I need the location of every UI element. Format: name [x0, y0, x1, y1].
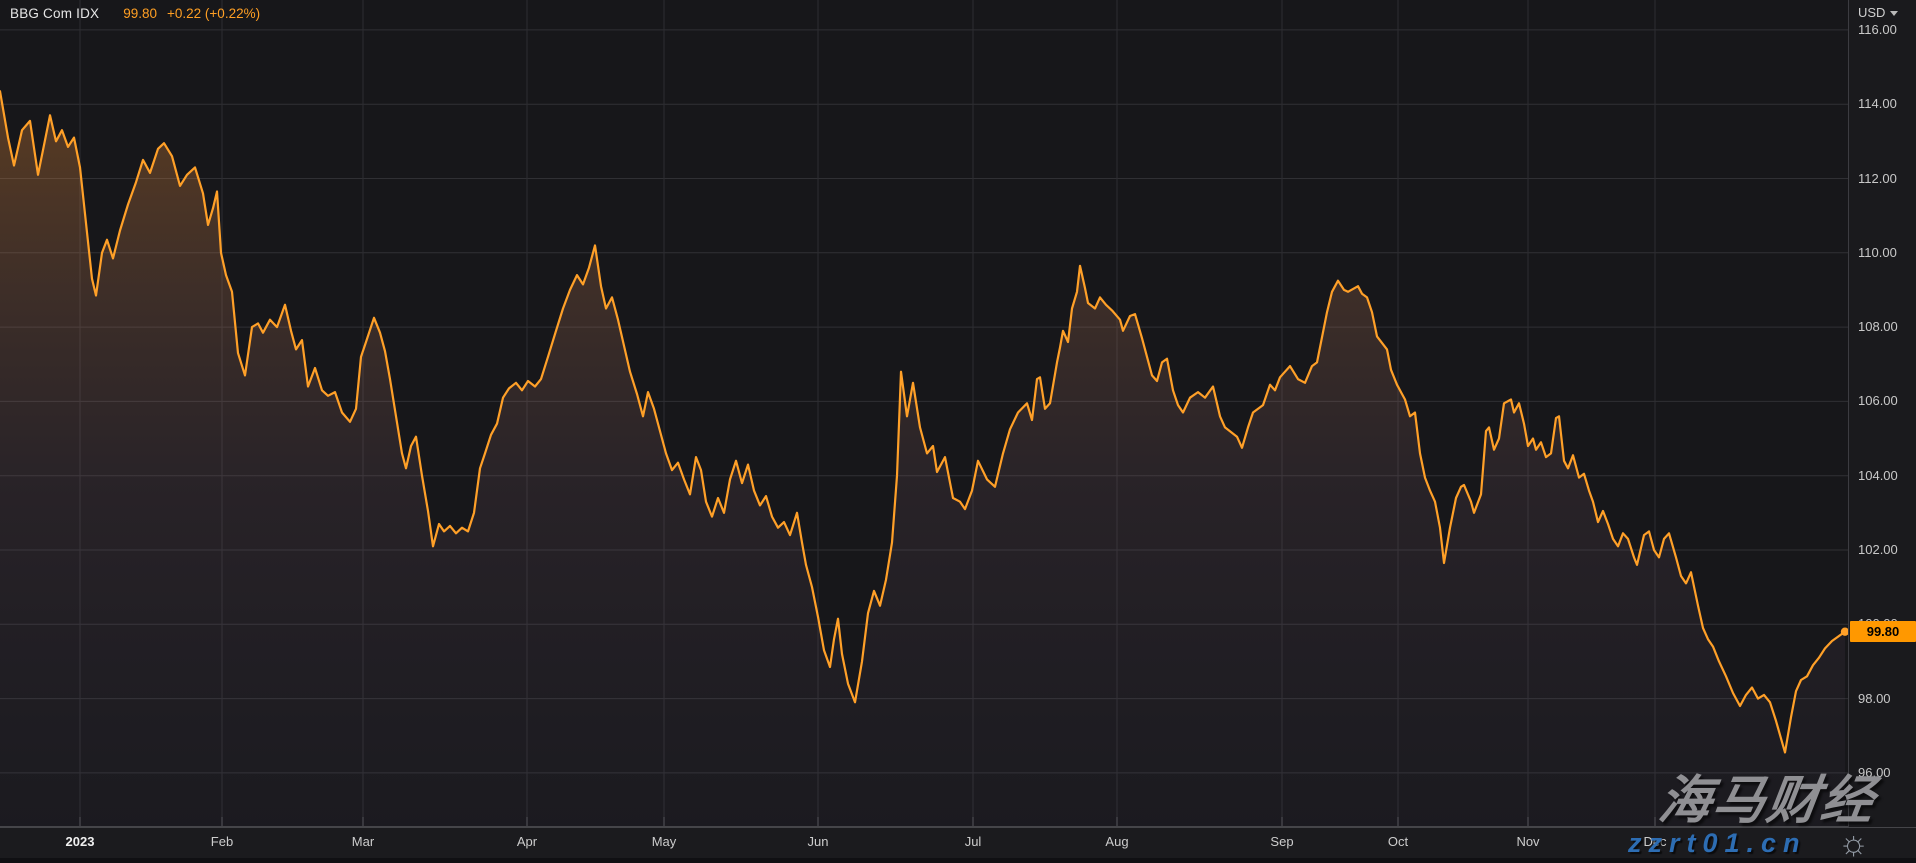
price-change: +0.22 (+0.22%): [167, 6, 261, 21]
y-axis-label: 112.00: [1858, 171, 1897, 186]
last-price-badge: 99.80: [1850, 621, 1916, 642]
x-axis-label-month: May: [651, 834, 677, 849]
currency-dropdown[interactable]: USD: [1858, 5, 1899, 20]
y-axis-label: 104.00: [1858, 468, 1898, 483]
y-axis-label: 114.00: [1858, 96, 1897, 111]
last-price-dot: [1840, 627, 1848, 636]
price-line: [0, 90, 1847, 754]
watermark-cjk: 海马财经: [1655, 771, 1880, 831]
price-chart[interactable]: [0, 0, 1848, 827]
watermark-domain: zzrt01.cn: [1628, 828, 1807, 858]
area-fill: [0, 91, 1845, 827]
x-axis-label-month: Jul: [964, 834, 982, 849]
y-axis-panel: USD 116.00 114.00 112.00 110.00 108.00 106.00…: [1848, 0, 1916, 827]
y-axis-label: 108.00: [1858, 319, 1898, 334]
chevron-down-icon: [1890, 11, 1899, 16]
y-axis-label: 96.00: [1858, 765, 1891, 780]
x-axis-label-month: Apr: [516, 834, 538, 849]
x-axis-label-month: Sep: [1270, 834, 1294, 849]
security-name: BBG Com IDX: [10, 6, 100, 21]
x-axis-label-year: 2023: [65, 834, 95, 849]
y-axis-label: 98.00: [1858, 691, 1891, 706]
y-axis-label: 106.00: [1858, 393, 1898, 408]
gear-icon: ☼: [1838, 824, 1870, 862]
y-axis-label: 102.00: [1858, 542, 1898, 557]
x-axis-label-month: Dec: [1643, 834, 1667, 849]
x-axis-label-month: Jun: [807, 834, 829, 849]
x-axis-label-month: Feb: [210, 834, 234, 849]
y-axis-label: 116.00: [1858, 22, 1897, 37]
x-axis-label-month: Aug: [1105, 834, 1129, 849]
x-axis-panel: 2023 Feb Mar Apr May Jun Jul Aug Sep Oct Nov Dec: [0, 827, 1916, 858]
currency-label: USD: [1858, 5, 1886, 20]
x-axis-label-month: Nov: [1516, 834, 1540, 849]
last-price: 99.80: [123, 6, 158, 21]
x-axis-label-month: Oct: [1387, 834, 1409, 849]
y-axis-label: 110.00: [1858, 245, 1897, 260]
quote-line: 99.80 +0.22 (+0.22%): [123, 6, 260, 21]
x-axis-label-month: Mar: [351, 834, 375, 849]
chart-header: BBG Com IDX 99.80 +0.22 (+0.22%): [10, 6, 260, 21]
